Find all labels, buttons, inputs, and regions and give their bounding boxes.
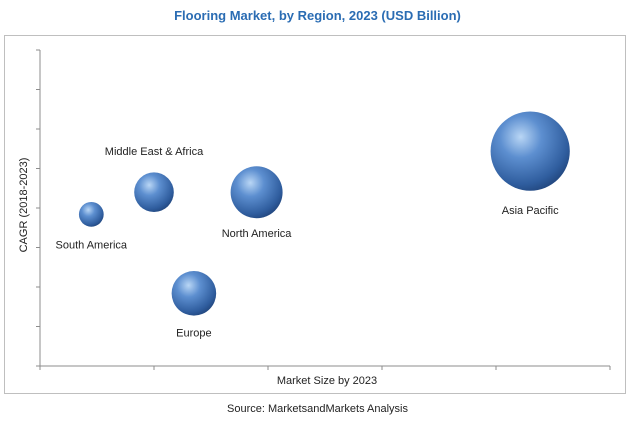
bubble-label-middle-east-africa: Middle East & Africa [105,146,204,158]
source-note: Source: MarketsandMarkets Analysis [227,403,408,415]
bubble-south-america [78,201,104,227]
chart-title: Flooring Market, by Region, 2023 (USD Bi… [174,8,461,23]
y-axis-title: CAGR (2018-2023) [18,158,30,253]
bubble-asia-pacific [490,111,570,191]
bubble-label-south-america: South America [56,239,128,251]
bubble-label-asia-pacific: Asia Pacific [502,205,559,217]
bubble-europe [171,271,217,316]
chart-frame [4,35,626,394]
bubble-label-north-america: North America [222,228,293,240]
bubble-label-europe: Europe [176,327,211,339]
bubble-middle-east-africa [134,172,174,212]
bubble-north-america [230,166,283,219]
x-axis-title: Market Size by 2023 [277,375,377,387]
